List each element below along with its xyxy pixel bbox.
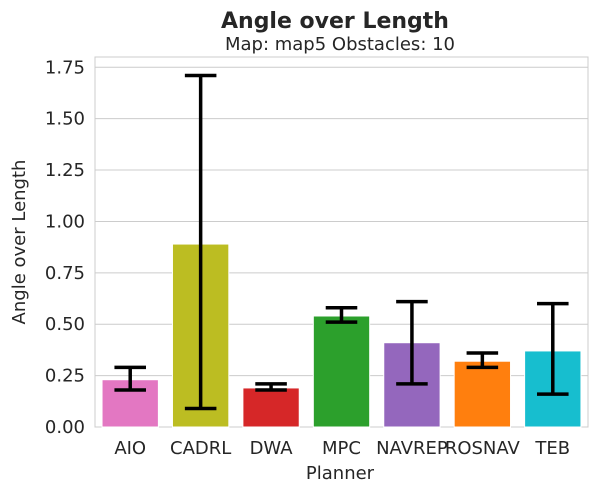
error-bars-layer [114,73,569,411]
y-tick-label: 1.50 [45,109,85,130]
bar-dwa [242,387,300,428]
x-tick-label: AIO [114,438,146,459]
y-axis-label: Angle over Length [9,160,30,325]
y-tick-label: 0.00 [45,417,85,438]
y-tick-labels: 0.00 0.25 0.50 0.75 1.00 1.25 1.50 1.75 [45,57,85,438]
x-tick-label: CADRL [170,438,231,459]
bar-mpc [312,315,371,428]
y-tick-label: 1.25 [45,160,85,181]
x-tick-label: ROSNAV [445,438,521,459]
y-tick-label: 0.25 [45,366,85,387]
x-tick-label: MPC [322,438,361,459]
y-tick-label: 0.75 [45,263,85,284]
y-tick-label: 1.00 [45,211,85,232]
chart-subtitle: Map: map5 Obstacles: 10 [225,34,455,55]
x-axis-label: Planner [306,463,375,484]
chart-title: Angle over Length [221,9,449,34]
x-tick-label: NAVREP [376,438,448,459]
x-tick-label: TEB [534,438,570,459]
y-tick-label: 1.75 [45,57,85,78]
y-tick-label: 0.50 [45,314,85,335]
bar-rosnav [453,360,512,428]
x-tick-label: DWA [250,438,294,459]
